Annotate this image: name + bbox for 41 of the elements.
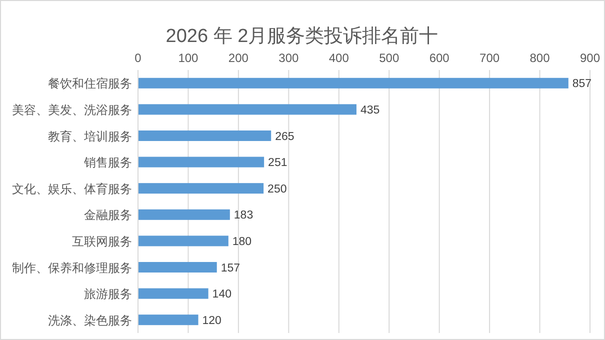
- bar: [138, 104, 356, 115]
- x-tick-label: 800: [530, 51, 550, 65]
- x-tick-label: 400: [328, 51, 350, 65]
- y-tick-label: 教育、培训服务: [48, 129, 132, 144]
- bar: [138, 314, 198, 326]
- bar: [138, 288, 208, 299]
- y-tick-label: 洗涤、染色服务: [48, 313, 132, 328]
- x-tick-label: 200: [228, 51, 249, 65]
- bar: [138, 236, 228, 246]
- y-tick-label: 销售服务: [83, 156, 132, 170]
- x-tick-label: 500: [379, 51, 400, 65]
- y-tick-label: 餐饮和住宿服务: [48, 76, 132, 91]
- data-label: 157: [220, 262, 240, 274]
- x-tick-label: 900: [580, 51, 600, 65]
- chart-title: 2026 年 2月服务类投诉排名前十: [166, 26, 438, 47]
- bar: [138, 130, 272, 142]
- y-tick-label: 文化、娱乐、体育服务: [12, 182, 132, 196]
- y-tick-label: 金融服务: [84, 208, 132, 222]
- x-tick-label: 0: [134, 51, 142, 65]
- data-label: 251: [268, 157, 288, 170]
- data-label: 265: [275, 130, 294, 143]
- x-tick-label: 700: [480, 51, 500, 65]
- data-label: 250: [268, 183, 287, 196]
- x-tick-label: 600: [429, 51, 450, 65]
- bar: [138, 156, 264, 168]
- data-label: 183: [234, 210, 254, 222]
- y-tick-label: 旅游服务: [84, 287, 132, 302]
- bar: [138, 78, 568, 88]
- y-tick-label: 互联网服务: [72, 234, 132, 248]
- data-label: 120: [202, 314, 222, 327]
- bar: [138, 209, 230, 220]
- data-label: 180: [232, 236, 252, 248]
- y-tick-label: 制作、保养和修理服务: [12, 260, 132, 275]
- x-tick-label: 300: [278, 51, 299, 65]
- data-label: 140: [212, 288, 232, 301]
- x-tick-label: 100: [178, 51, 199, 65]
- bar: [138, 183, 264, 194]
- y-tick-label: 美容、美发、洗浴服务: [12, 102, 132, 117]
- bar: [138, 262, 217, 273]
- data-label: 857: [572, 78, 592, 90]
- data-label: 435: [360, 104, 380, 116]
